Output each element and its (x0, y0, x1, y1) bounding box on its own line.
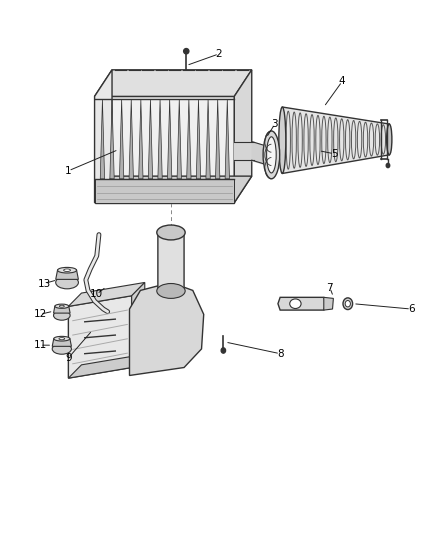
Polygon shape (129, 99, 134, 179)
Ellipse shape (157, 225, 185, 240)
Polygon shape (100, 99, 105, 179)
Polygon shape (206, 99, 210, 179)
Text: 6: 6 (408, 304, 414, 314)
Polygon shape (120, 99, 124, 179)
Text: 13: 13 (38, 279, 51, 288)
Polygon shape (68, 282, 145, 306)
Polygon shape (158, 230, 184, 293)
Polygon shape (187, 99, 191, 179)
Ellipse shape (279, 107, 286, 173)
Polygon shape (53, 306, 70, 313)
Text: 12: 12 (33, 309, 46, 319)
Text: 4: 4 (339, 77, 346, 86)
Ellipse shape (345, 301, 350, 307)
Ellipse shape (53, 311, 70, 320)
Text: 9: 9 (65, 353, 72, 363)
Text: 7: 7 (327, 283, 333, 293)
Polygon shape (324, 297, 333, 310)
Polygon shape (95, 176, 252, 203)
Text: 11: 11 (33, 340, 46, 350)
Polygon shape (225, 99, 230, 179)
Ellipse shape (56, 276, 78, 289)
Ellipse shape (263, 131, 280, 179)
Ellipse shape (290, 299, 301, 309)
Ellipse shape (157, 284, 185, 298)
Ellipse shape (387, 124, 392, 155)
Ellipse shape (267, 137, 276, 173)
Polygon shape (95, 70, 252, 96)
Polygon shape (167, 99, 172, 179)
Text: 1: 1 (65, 166, 72, 176)
Ellipse shape (55, 304, 69, 308)
Polygon shape (68, 354, 145, 378)
Polygon shape (132, 282, 145, 368)
Polygon shape (95, 179, 234, 203)
Ellipse shape (184, 49, 189, 54)
Polygon shape (283, 107, 389, 173)
Polygon shape (56, 270, 78, 279)
Polygon shape (158, 99, 162, 179)
Text: 2: 2 (215, 49, 223, 59)
Ellipse shape (343, 298, 353, 310)
Polygon shape (148, 99, 152, 179)
Ellipse shape (386, 164, 390, 167)
Ellipse shape (57, 268, 77, 273)
Polygon shape (139, 99, 143, 179)
Polygon shape (52, 338, 71, 346)
Ellipse shape (59, 305, 64, 307)
Polygon shape (95, 96, 234, 203)
Ellipse shape (54, 336, 70, 341)
Text: 8: 8 (277, 349, 283, 359)
Ellipse shape (221, 348, 226, 353)
Text: 3: 3 (272, 119, 278, 129)
Polygon shape (95, 70, 112, 203)
Ellipse shape (64, 269, 71, 271)
Polygon shape (110, 99, 114, 179)
Text: 5: 5 (331, 149, 338, 159)
Text: 10: 10 (90, 289, 103, 299)
Polygon shape (234, 70, 252, 203)
Polygon shape (215, 99, 220, 179)
Polygon shape (68, 296, 132, 378)
Ellipse shape (52, 344, 71, 354)
Polygon shape (278, 297, 326, 310)
Ellipse shape (59, 337, 65, 340)
Polygon shape (177, 99, 181, 179)
Polygon shape (196, 99, 201, 179)
Polygon shape (130, 282, 204, 375)
